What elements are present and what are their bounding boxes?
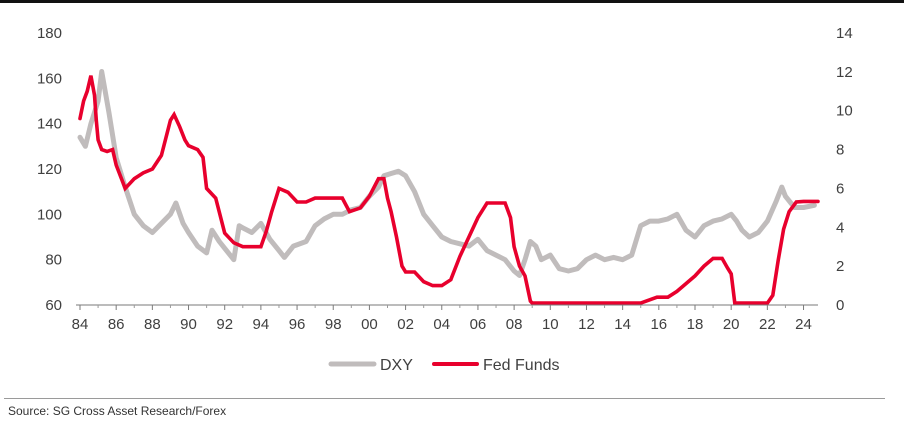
x-tick-label: 20 bbox=[723, 316, 740, 333]
x-tick-label: 22 bbox=[759, 316, 776, 333]
x-tick-label: 02 bbox=[397, 316, 414, 333]
top-rule bbox=[0, 0, 904, 3]
legend: DXY Fed Funds bbox=[328, 357, 559, 374]
axis-layer: 84 86 88 90 92 94 96 98 00 02 04 06 08 10 12 14 16 18 20 22… bbox=[37, 25, 853, 333]
x-tick-label: 00 bbox=[361, 316, 378, 333]
legend-dxy-label: DXY bbox=[380, 357, 413, 374]
x-tick-label: 14 bbox=[614, 316, 631, 333]
series-layer bbox=[77, 69, 820, 305]
source-divider bbox=[4, 398, 885, 399]
x-tick-label: 90 bbox=[180, 316, 197, 333]
x-tick-label: 06 bbox=[470, 316, 487, 333]
x-tick-label: 24 bbox=[795, 316, 812, 333]
dxy-series-line bbox=[77, 69, 817, 278]
x-tick-label: 08 bbox=[506, 316, 523, 333]
x-tick-label: 98 bbox=[325, 316, 342, 333]
y-left-tick-label: 60 bbox=[45, 297, 62, 314]
x-tick-label: 18 bbox=[687, 316, 704, 333]
fed-funds-series-line bbox=[78, 75, 820, 305]
y-right-tick-label: 10 bbox=[836, 103, 853, 120]
chart: 84 86 88 90 92 94 96 98 00 02 04 06 08 10 12 14 16 18 20 22… bbox=[37, 25, 853, 374]
y-right-tick-label: 14 bbox=[836, 25, 853, 42]
y-left-tick-label: 180 bbox=[37, 25, 62, 42]
y-right-tick-label: 0 bbox=[836, 297, 844, 314]
x-tick-label: 92 bbox=[216, 316, 233, 333]
y-right-tick-label: 12 bbox=[836, 64, 853, 81]
x-tick-label: 84 bbox=[72, 316, 89, 333]
x-tick-label: 94 bbox=[253, 316, 270, 333]
x-tick-label: 16 bbox=[650, 316, 667, 333]
y-left-tick-label: 160 bbox=[37, 70, 62, 87]
y-right-tick-label: 4 bbox=[836, 219, 844, 236]
y-left-tick-label: 140 bbox=[37, 116, 62, 133]
x-tick-label: 10 bbox=[542, 316, 559, 333]
y-left-tick-label: 80 bbox=[45, 252, 62, 269]
y-left-tick-label: 120 bbox=[37, 161, 62, 178]
x-tick-label: 96 bbox=[289, 316, 306, 333]
x-tick-label: 04 bbox=[433, 316, 450, 333]
x-tick-label: 12 bbox=[578, 316, 595, 333]
x-tick-label: 88 bbox=[144, 316, 161, 333]
legend-fedfunds-label: Fed Funds bbox=[483, 357, 559, 374]
source-note: Source: SG Cross Asset Research/Forex bbox=[8, 404, 227, 418]
y-left-tick-label: 100 bbox=[37, 206, 62, 223]
x-tick-label: 86 bbox=[108, 316, 125, 333]
y-right-tick-label: 8 bbox=[836, 142, 844, 159]
y-right-tick-label: 6 bbox=[836, 180, 844, 197]
y-right-tick-label: 2 bbox=[836, 258, 844, 275]
